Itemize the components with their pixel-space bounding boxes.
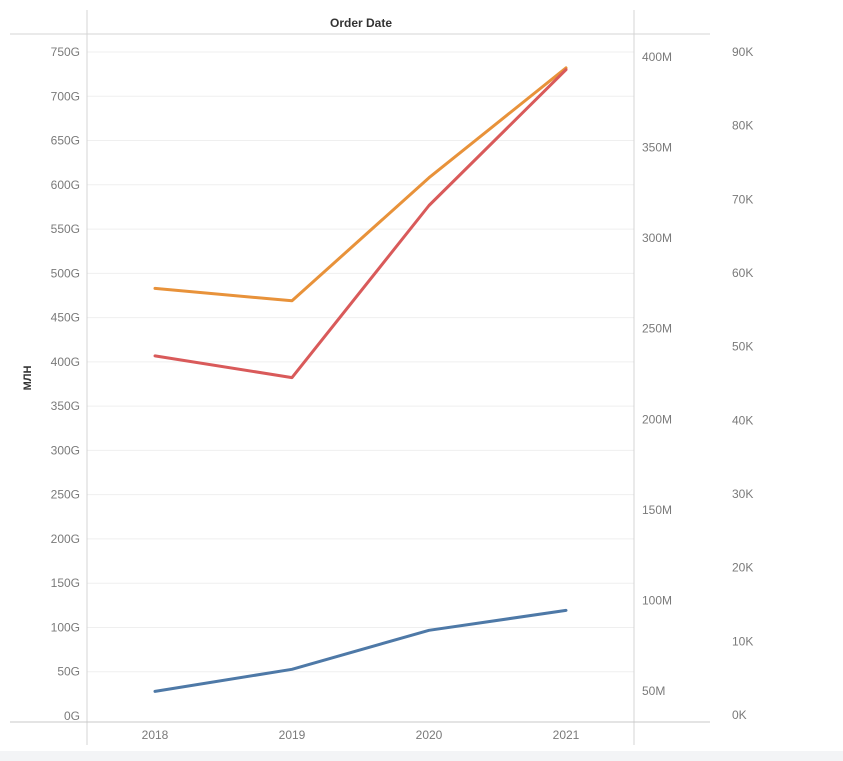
left-tick-label: 500G <box>51 266 80 280</box>
left-tick-label: 100G <box>51 620 80 634</box>
left-tick-label: 700G <box>51 89 80 103</box>
right-tick-label-millions: 300M <box>642 231 672 245</box>
left-tick-label: 550G <box>51 222 80 236</box>
left-tick-label: 250G <box>51 488 80 502</box>
left-tick-label: 300G <box>51 443 80 457</box>
left-axis: 0G 50G 100G 150G 200G 250G 300G 350G 400G 450G 500… <box>51 45 80 723</box>
x-axis: 2018 2019 2020 2021 <box>142 728 580 742</box>
left-tick-label: 150G <box>51 576 80 590</box>
series-line-1 <box>153 66 568 303</box>
right-tick-label-millions: 50M <box>642 684 665 698</box>
right-tick-label-thousands: 10K <box>732 634 753 648</box>
footer-bar <box>0 751 843 761</box>
right-axis-thousands: 0K 10K 20K 30K 40K 50K 60K 70K 80K 90K <box>732 45 753 722</box>
right-tick-label-thousands: 70K <box>732 192 753 206</box>
right-tick-label-millions: 100M <box>642 593 672 607</box>
right-tick-label-thousands: 80K <box>732 119 753 133</box>
series-line-3 <box>153 608 568 693</box>
right-tick-label-thousands: 50K <box>732 340 753 354</box>
right-tick-label-millions: 350M <box>642 141 672 155</box>
right-axis-millions: 50M 100M 150M 200M 250M 300M 350M 400M <box>642 50 672 698</box>
right-tick-label-thousands: 90K <box>732 45 753 59</box>
left-tick-label: 200G <box>51 532 80 546</box>
right-tick-label-millions: 400M <box>642 50 672 64</box>
right-tick-label-millions: 200M <box>642 412 672 426</box>
x-tick-label: 2019 <box>279 728 306 742</box>
x-tick-label: 2020 <box>416 728 443 742</box>
y-axis-title: МЛН <box>22 366 34 391</box>
series-lines <box>153 66 568 693</box>
series-line-2 <box>153 68 568 380</box>
right-tick-label-thousands: 30K <box>732 487 753 501</box>
left-tick-label: 350G <box>51 399 80 413</box>
left-tick-label: 400G <box>51 355 80 369</box>
right-tick-label-thousands: 0K <box>732 708 747 722</box>
chart-frame <box>10 10 710 745</box>
right-tick-label-thousands: 20K <box>732 561 753 575</box>
x-tick-label: 2018 <box>142 728 169 742</box>
right-tick-label-thousands: 60K <box>732 266 753 280</box>
left-tick-label: 650G <box>51 134 80 148</box>
right-tick-label-millions: 250M <box>642 322 672 336</box>
right-tick-label-millions: 150M <box>642 503 672 517</box>
gridlines <box>87 51 634 673</box>
column-header: Order Date <box>330 16 392 30</box>
left-tick-label: 450G <box>51 311 80 325</box>
left-tick-label: 750G <box>51 45 80 59</box>
left-tick-label: 600G <box>51 178 80 192</box>
x-tick-label: 2021 <box>553 728 580 742</box>
left-tick-label: 50G <box>57 665 80 679</box>
right-tick-label-thousands: 40K <box>732 413 753 427</box>
left-tick-label: 0G <box>64 709 80 723</box>
